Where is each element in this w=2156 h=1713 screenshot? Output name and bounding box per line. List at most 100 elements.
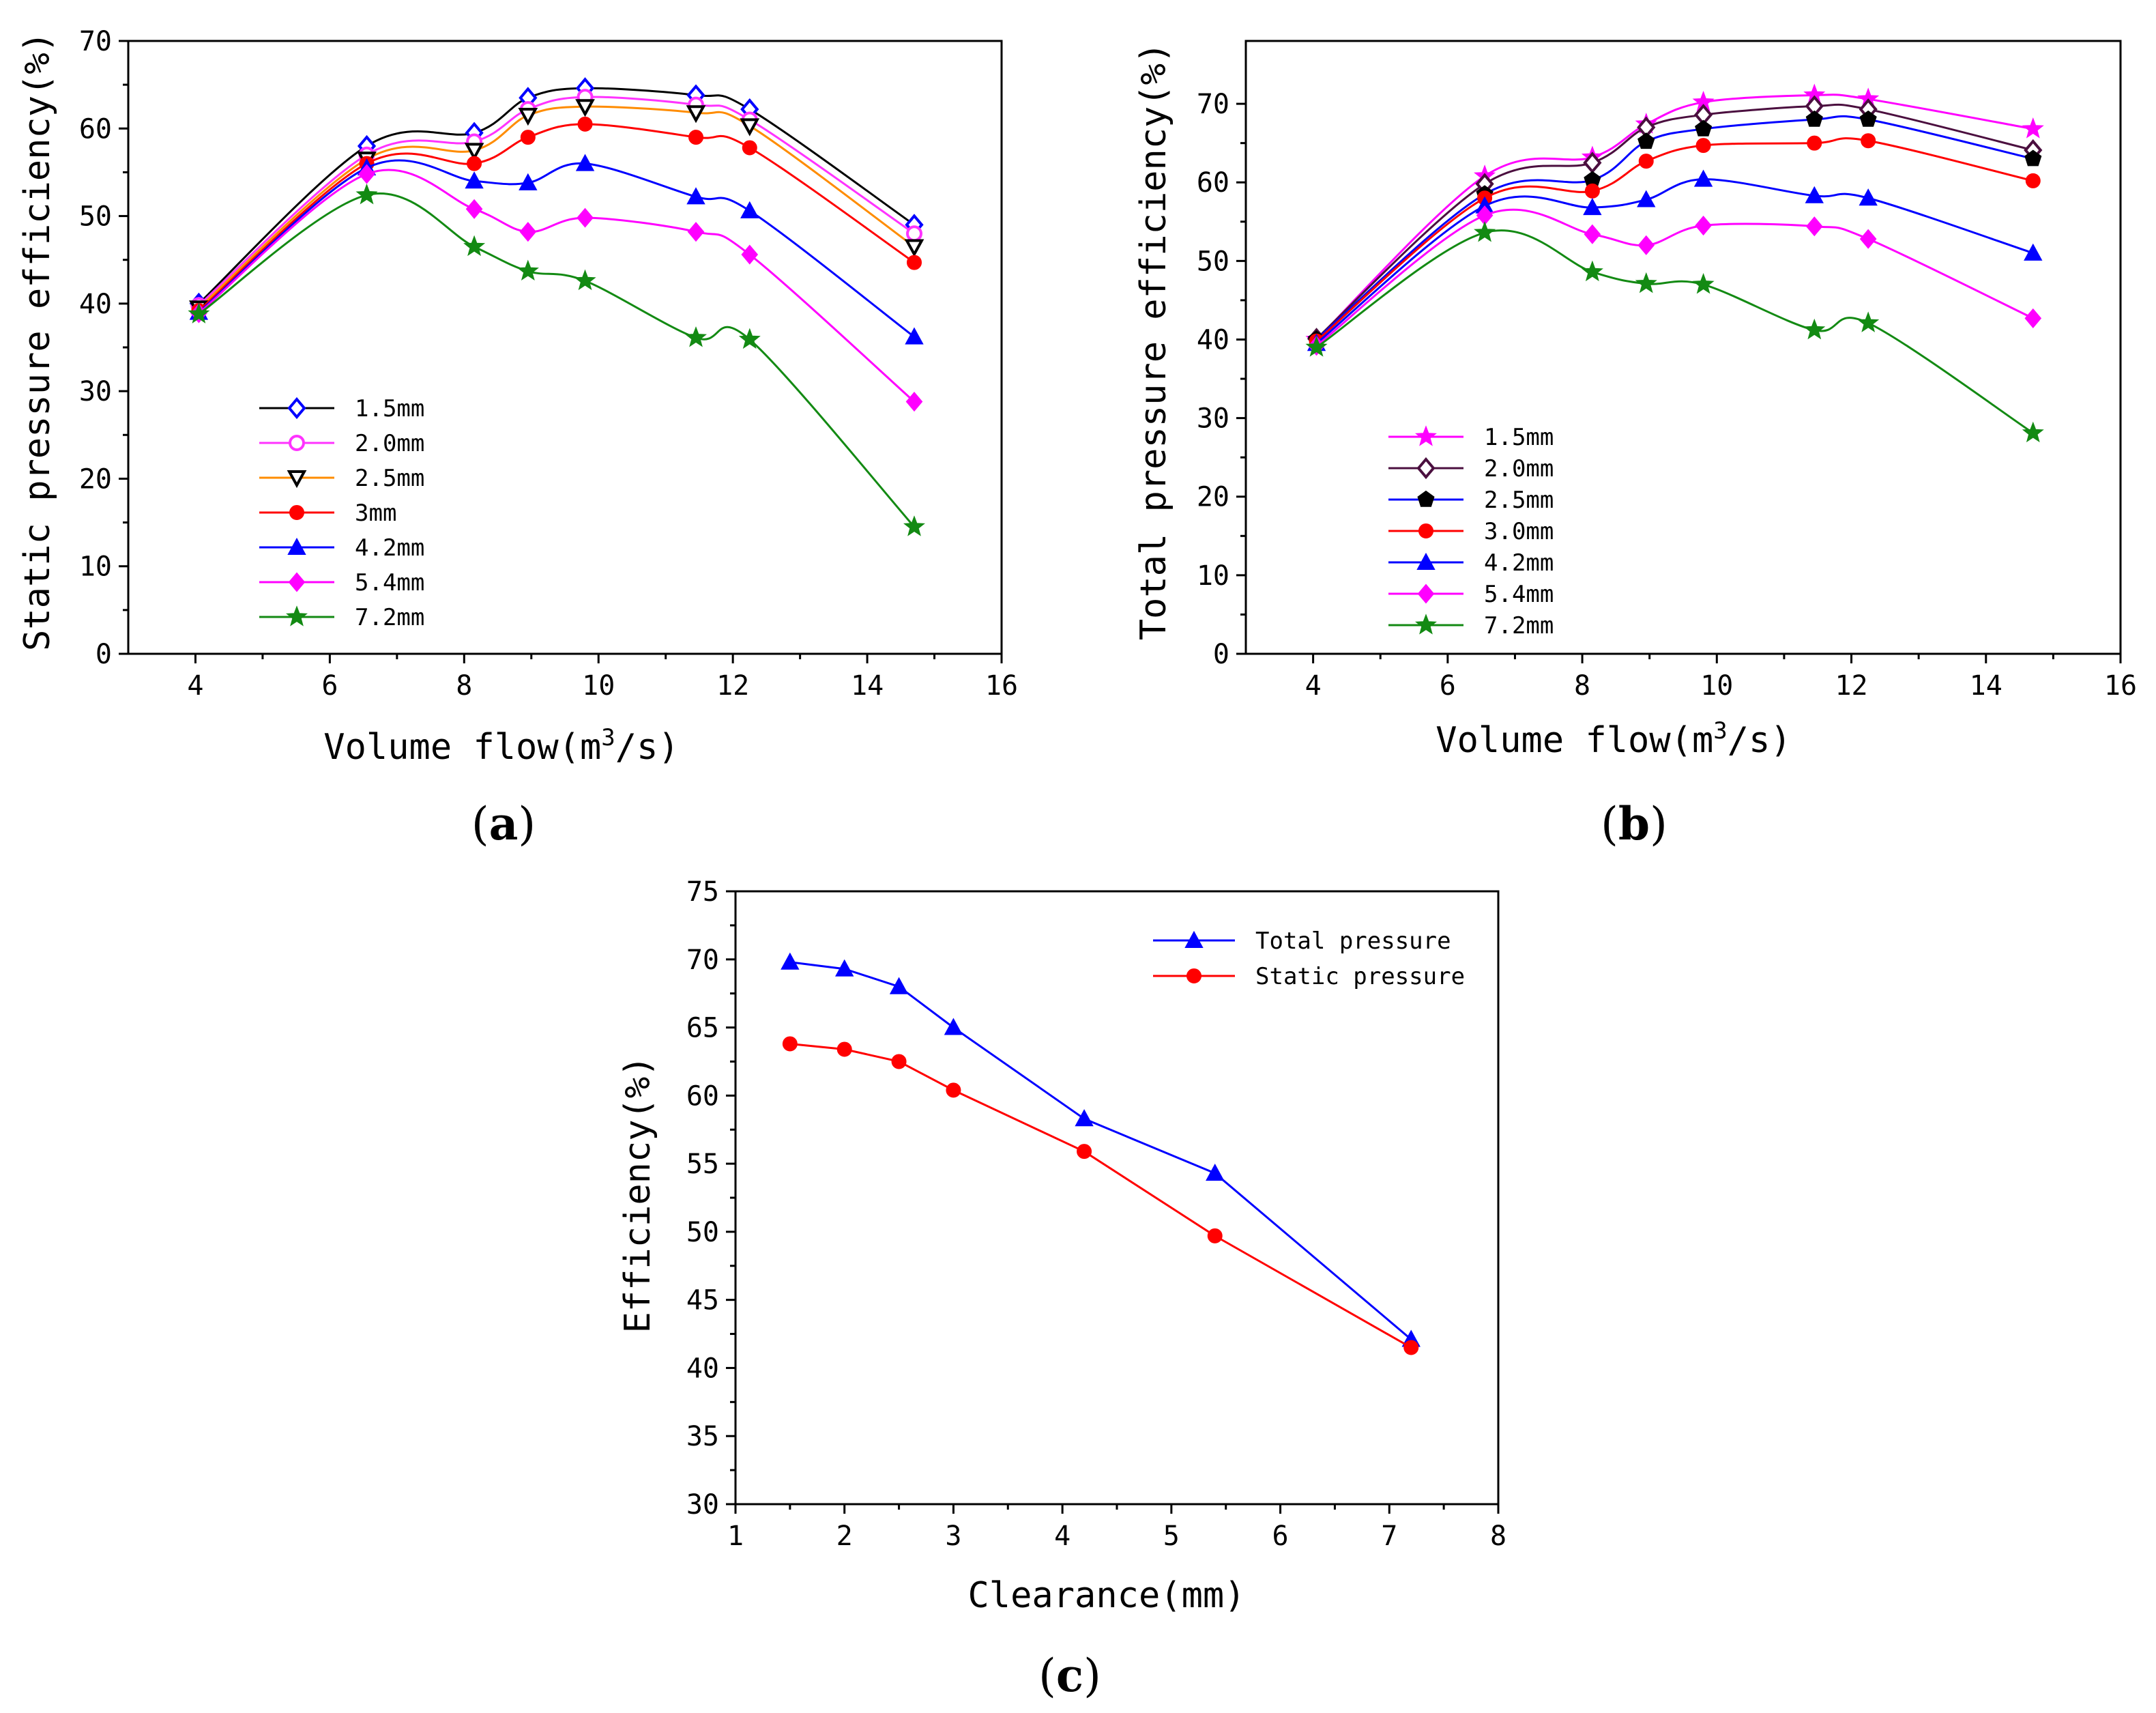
panel-label-c: (c) [1038,1649,1101,1702]
y-tick-label: 60 [1197,167,1229,199]
data-point [1584,183,1600,199]
data-point [518,108,538,126]
data-point [1637,190,1656,207]
data-point [465,171,484,189]
legend-marker [287,397,306,420]
x-tick-label: 12 [1835,670,1867,702]
data-point [465,199,483,219]
data-point [904,239,924,257]
x-tick-label: 3 [945,1521,961,1552]
data-point [1635,272,1657,293]
data-point [464,143,484,161]
series-line-3mm [198,123,915,312]
x-tick-label: 12 [716,670,749,702]
y-tick-label: 60 [79,113,112,145]
legend-label: 7.2mm [355,604,424,631]
legend-marker [289,505,304,520]
legend-marker [287,470,307,489]
y-tick-label: 40 [1197,324,1229,356]
data-point [575,154,595,171]
data-point [1861,133,1876,149]
y-tick-label: 30 [686,1489,719,1521]
y-tick-label: 40 [686,1353,719,1384]
x-axis-title-b: Volume flow(m3/s) [1436,717,1791,761]
x-tick-label: 6 [321,670,338,702]
data-point [520,130,536,145]
legend-marker [288,572,306,592]
data-point [891,1054,907,1069]
legend-marker [1417,584,1435,604]
y-tick-label: 45 [686,1285,719,1316]
legend-marker [285,605,308,627]
legend-label: 5.4mm [355,569,424,596]
data-point [2025,173,2041,188]
y-tick-label: 50 [1197,246,1229,277]
data-point [516,259,539,281]
y-tick-label: 40 [79,289,112,320]
data-point [1805,186,1824,203]
y-tick-label: 65 [686,1013,719,1044]
x-tick-label: 7 [1381,1521,1397,1552]
data-point [740,118,760,136]
y-tick-label: 30 [1197,403,1229,435]
data-point [2024,308,2042,328]
data-point [1305,336,1328,357]
legend-marker [1416,457,1436,480]
y-tick-label: 35 [686,1421,719,1452]
y-tick-label: 70 [79,26,112,57]
panel-label-a: (a) [471,797,536,850]
data-point [1077,1144,1092,1160]
legend-label: 1.5mm [1484,424,1554,451]
y-tick-label: 10 [79,551,112,583]
y-tick-label: 70 [686,945,719,976]
x-axis-title-c: Clearance(mm) [968,1575,1246,1616]
data-point [575,99,595,117]
y-tick-label: 55 [686,1149,719,1180]
data-point [519,173,538,190]
x-tick-label: 8 [1490,1521,1506,1552]
legend-label: 1.5mm [355,395,424,422]
x-tick-label: 2 [836,1521,853,1552]
data-point [1693,169,1713,187]
data-point [781,952,800,970]
data-point [1637,235,1655,255]
y-tick-label: 20 [1197,482,1229,513]
series-line-static-pressure [789,1043,1412,1349]
data-point [2024,243,2043,261]
data-point [1695,138,1711,154]
x-tick-label: 5 [1163,1521,1180,1552]
y-tick-label: 30 [79,376,112,407]
series-line-total-pressure [789,961,1412,1340]
y-axis-title-a: Static pressure efficiency(%) [17,31,58,651]
x-tick-label: 4 [1305,670,1322,702]
legend-label: 7.2mm [1484,612,1554,639]
data-point [467,156,482,171]
data-point [1638,154,1654,169]
y-tick-label: 50 [79,201,112,233]
data-point [2024,149,2042,167]
series-line-5.4mm [198,169,915,403]
axes-frame [1244,40,2122,655]
data-point [1692,273,1715,294]
chart-panel-b: 4 6 8 10 12 14 16 0 10 20 30 40 50 60 70 1.5mm 2.0mm 2.5m… [1133,40,2137,850]
legend-label: 3.0mm [1484,518,1554,545]
data-point [741,244,759,265]
data-point [2022,117,2044,139]
y-tick-label: 0 [1213,639,1229,670]
legend-marker [1184,930,1204,948]
series-line-7.2mm [1315,229,2034,434]
axes-frame [127,40,1003,655]
x-tick-label: 8 [456,670,472,702]
y-tick-label: 60 [686,1080,719,1112]
plot-area-b: 4 6 8 10 12 14 16 0 10 20 30 40 50 60 70 1.5mm 2.0mm 2.5m… [1197,40,2137,702]
data-point [907,255,922,270]
data-point [738,328,761,349]
legend-marker [289,435,305,451]
legend-marker [1417,490,1435,507]
data-point [1403,1340,1419,1355]
data-point [889,977,909,994]
data-point [688,130,703,145]
data-point [903,515,926,536]
legend-marker [1186,968,1201,983]
